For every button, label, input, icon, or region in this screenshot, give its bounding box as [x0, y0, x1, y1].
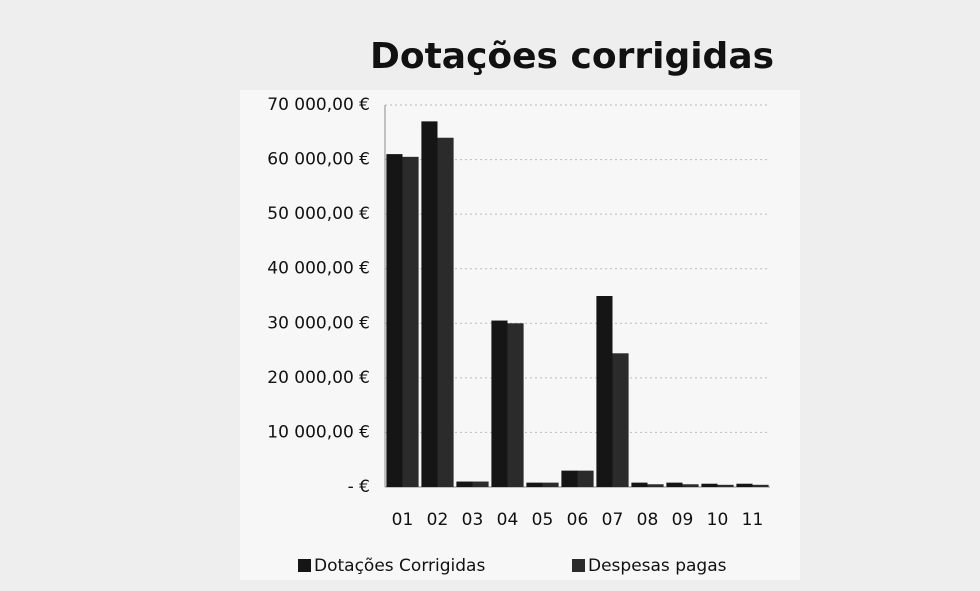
bar — [542, 482, 559, 487]
x-tick-label: 10 — [707, 510, 729, 530]
y-tick-label: 70 000,00 € — [267, 95, 370, 115]
bar — [577, 470, 594, 487]
x-tick-label: 03 — [462, 510, 484, 530]
bar — [666, 482, 683, 487]
x-tick-label: 06 — [567, 510, 589, 530]
legend-swatch — [572, 559, 585, 572]
x-tick-label: 05 — [532, 510, 554, 530]
legend-label: Dotações Corrigidas — [314, 556, 485, 576]
bar — [647, 484, 664, 487]
y-tick-label: 50 000,00 € — [267, 204, 370, 224]
bar — [437, 137, 454, 487]
x-tick-label: 01 — [392, 510, 414, 530]
y-tick-label: 60 000,00 € — [267, 150, 370, 170]
bar — [736, 483, 753, 487]
bar — [631, 482, 648, 487]
bar — [456, 481, 473, 487]
bar — [682, 484, 699, 487]
x-tick-label: 07 — [602, 510, 624, 530]
bar — [421, 121, 438, 487]
x-tick-label: 04 — [497, 510, 519, 530]
bar — [612, 353, 629, 487]
y-tick-label: 30 000,00 € — [267, 313, 370, 333]
chart-title: Dotações corrigidas — [370, 36, 774, 77]
bar — [701, 483, 718, 487]
y-tick-label: 40 000,00 € — [267, 259, 370, 279]
bar — [717, 484, 734, 487]
y-tick-label: 20 000,00 € — [267, 368, 370, 388]
legend-label: Despesas pagas — [588, 556, 727, 576]
bar — [752, 484, 769, 487]
x-tick-label: 08 — [637, 510, 659, 530]
bar — [472, 481, 489, 487]
bar — [596, 296, 613, 487]
bar — [402, 156, 419, 488]
bar — [386, 154, 403, 487]
legend-swatch — [298, 559, 311, 572]
bar — [526, 482, 543, 487]
x-tick-label: 09 — [672, 510, 694, 530]
x-tick-label: 02 — [427, 510, 449, 530]
y-tick-label: 10 000,00 € — [267, 422, 370, 442]
y-tick-label: - € — [348, 477, 370, 497]
x-tick-label: 11 — [742, 510, 764, 530]
bar — [491, 320, 508, 487]
bar — [507, 323, 524, 487]
bar — [561, 470, 578, 487]
